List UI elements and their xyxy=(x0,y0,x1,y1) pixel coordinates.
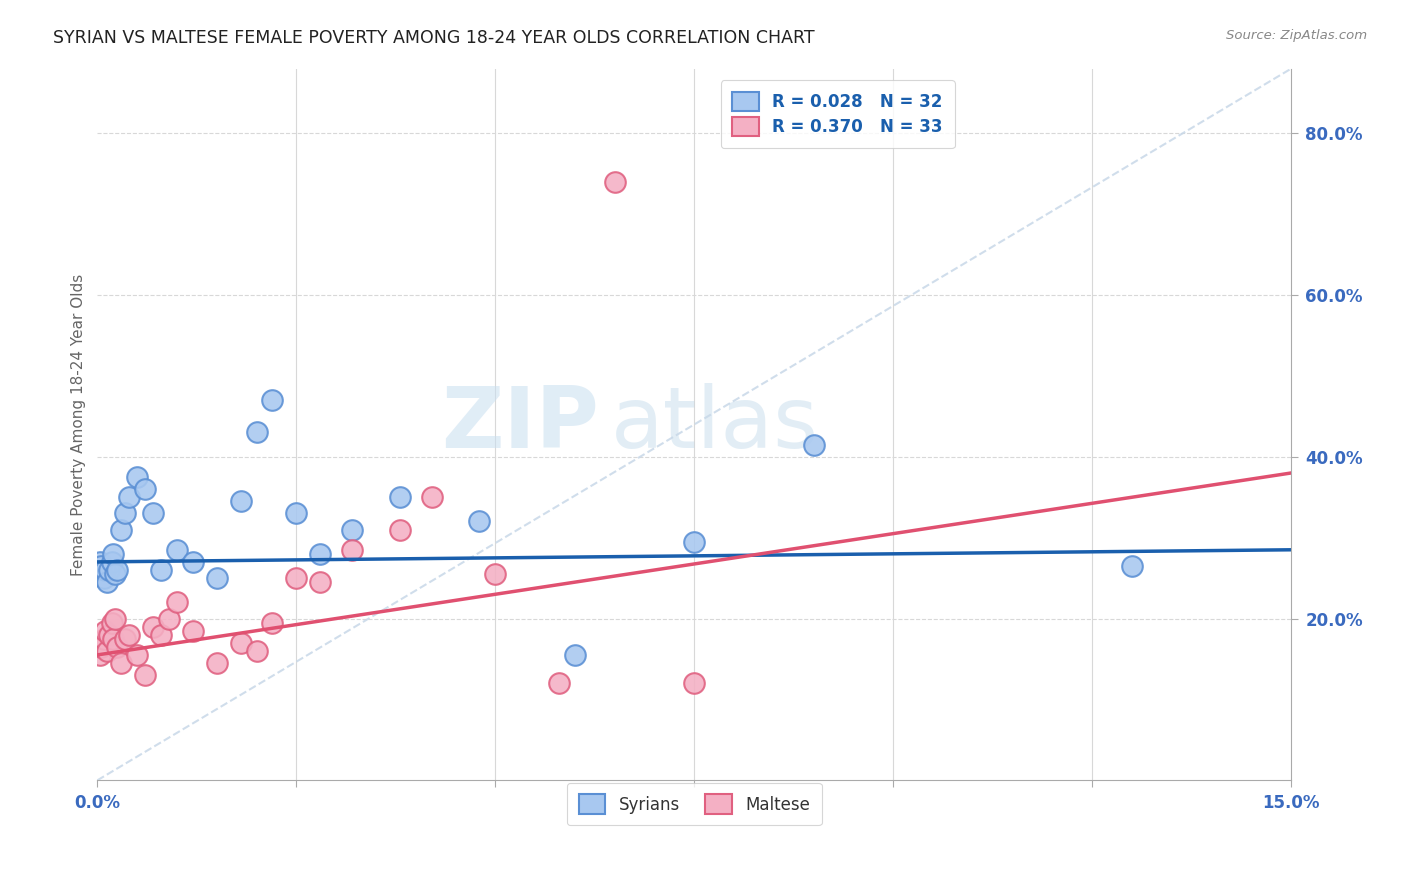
Point xyxy=(127,470,149,484)
Point xyxy=(134,668,156,682)
Point xyxy=(205,571,228,585)
Point xyxy=(89,555,111,569)
Point xyxy=(100,555,122,569)
Point xyxy=(181,555,204,569)
Point xyxy=(118,628,141,642)
Point xyxy=(309,575,332,590)
Point xyxy=(94,563,117,577)
Text: ZIP: ZIP xyxy=(441,383,599,466)
Point xyxy=(468,515,491,529)
Text: Source: ZipAtlas.com: Source: ZipAtlas.com xyxy=(1226,29,1367,43)
Point xyxy=(93,632,115,646)
Point xyxy=(142,619,165,633)
Point xyxy=(98,563,121,577)
Point xyxy=(104,611,127,625)
Point xyxy=(245,644,267,658)
Point xyxy=(98,628,121,642)
Point xyxy=(564,648,586,662)
Point xyxy=(114,507,136,521)
Text: atlas: atlas xyxy=(610,383,818,466)
Point xyxy=(285,507,308,521)
Point xyxy=(603,175,626,189)
Point xyxy=(150,628,173,642)
Point xyxy=(103,547,125,561)
Point xyxy=(285,571,308,585)
Point xyxy=(229,636,252,650)
Point xyxy=(245,425,267,440)
Point xyxy=(166,595,188,609)
Point xyxy=(166,542,188,557)
Legend: Syrians, Maltese: Syrians, Maltese xyxy=(567,783,821,825)
Point xyxy=(181,624,204,638)
Point xyxy=(1121,558,1143,573)
Point xyxy=(90,640,112,654)
Point xyxy=(683,676,706,690)
Point xyxy=(96,575,118,590)
Point xyxy=(484,567,506,582)
Point xyxy=(93,571,115,585)
Point xyxy=(229,494,252,508)
Point xyxy=(104,567,127,582)
Point xyxy=(157,611,180,625)
Y-axis label: Female Poverty Among 18-24 Year Olds: Female Poverty Among 18-24 Year Olds xyxy=(72,273,86,575)
Point xyxy=(127,648,149,662)
Point xyxy=(340,523,363,537)
Point xyxy=(100,615,122,630)
Point xyxy=(90,558,112,573)
Point xyxy=(89,648,111,662)
Point xyxy=(105,640,128,654)
Point xyxy=(105,563,128,577)
Point xyxy=(683,534,706,549)
Point xyxy=(309,547,332,561)
Point xyxy=(388,490,411,504)
Point xyxy=(118,490,141,504)
Point xyxy=(134,482,156,496)
Point xyxy=(94,624,117,638)
Point xyxy=(548,676,571,690)
Point xyxy=(262,615,284,630)
Point xyxy=(803,437,825,451)
Text: SYRIAN VS MALTESE FEMALE POVERTY AMONG 18-24 YEAR OLDS CORRELATION CHART: SYRIAN VS MALTESE FEMALE POVERTY AMONG 1… xyxy=(53,29,815,47)
Point xyxy=(150,563,173,577)
Point xyxy=(96,644,118,658)
Point xyxy=(142,507,165,521)
Point xyxy=(340,542,363,557)
Point xyxy=(205,656,228,670)
Point xyxy=(262,393,284,408)
Point xyxy=(388,523,411,537)
Point xyxy=(114,632,136,646)
Point xyxy=(420,490,443,504)
Point xyxy=(110,656,132,670)
Point xyxy=(110,523,132,537)
Point xyxy=(103,632,125,646)
